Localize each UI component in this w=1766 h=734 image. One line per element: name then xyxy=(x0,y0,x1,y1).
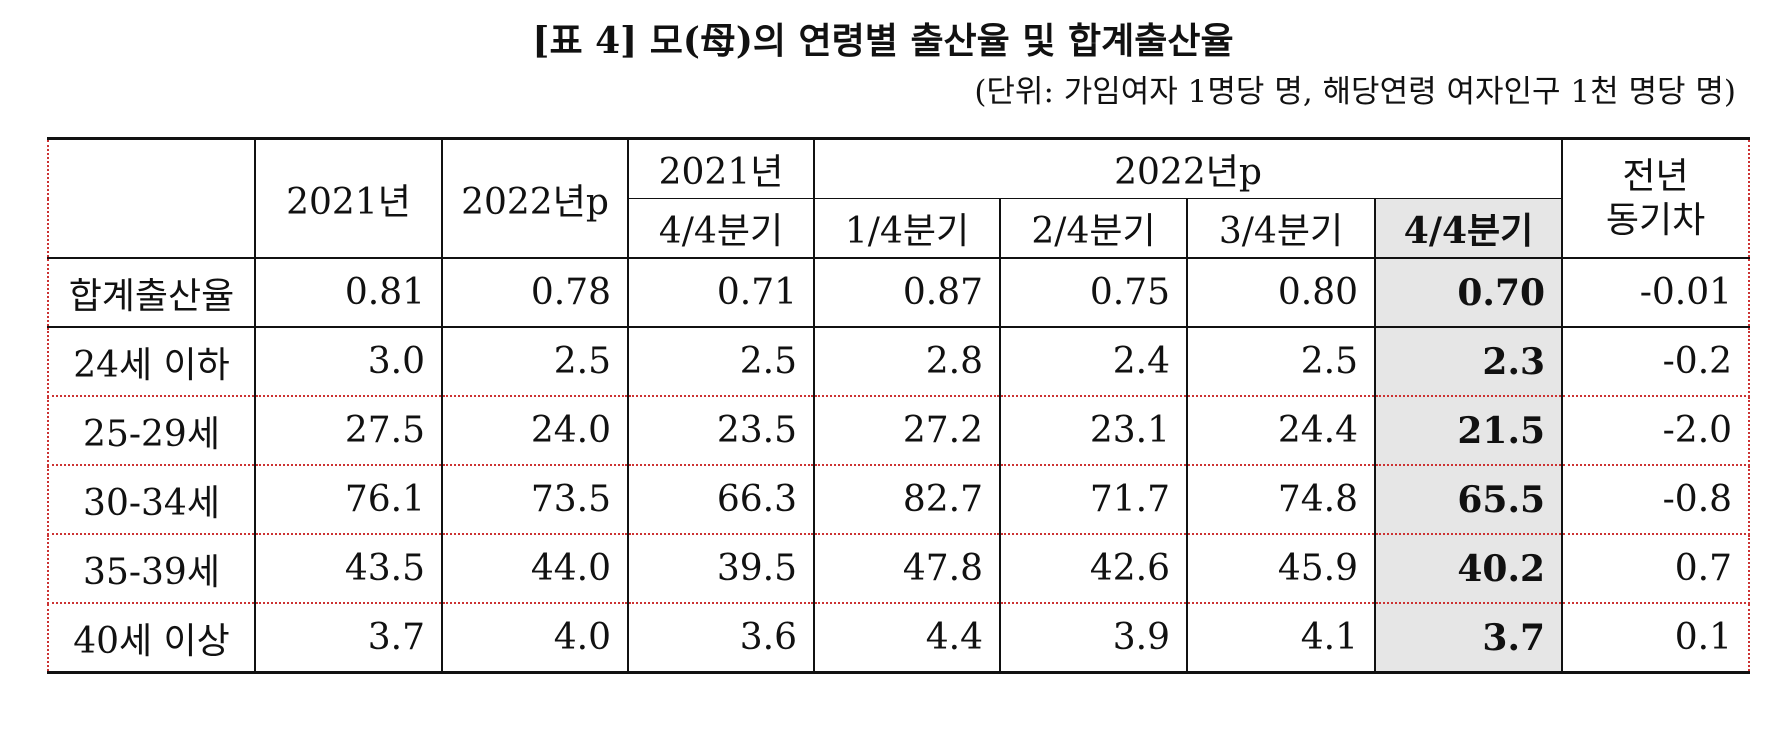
value-cell: 0.70 xyxy=(1373,258,1564,328)
value-cell: 42.6 xyxy=(999,534,1188,604)
header-row: 4/4분기 1/4분기 2/4분기 3/4분기 4/4분기 xyxy=(48,198,1749,259)
value-cell: 0.80 xyxy=(1186,258,1376,328)
value-cell: -0.8 xyxy=(1561,465,1751,535)
header-cell: 2021년 xyxy=(254,137,443,259)
value-cell: 3.7 xyxy=(254,603,443,674)
header-cell: 3/4분기 xyxy=(1186,198,1376,259)
header-text: 전년 xyxy=(1622,155,1689,197)
value-cell: 44.0 xyxy=(441,534,629,604)
value-cell: 2.5 xyxy=(627,327,815,397)
value-cell: 2.5 xyxy=(441,327,629,397)
value-cell: 0.87 xyxy=(813,258,1001,328)
value-cell: 24.4 xyxy=(1186,396,1376,466)
header-cell: 2022년p xyxy=(812,137,1564,199)
value-cell: 4.4 xyxy=(813,603,1001,674)
row-label: 합계출산율 xyxy=(47,258,256,328)
value-cell: 45.9 xyxy=(1186,534,1376,604)
value-cell: 4.0 xyxy=(441,603,629,674)
data-row: 24세 이하 3.0 2.5 2.5 2.8 2.4 2.5 2.3 -0.2 xyxy=(47,327,1751,397)
row-label: 25-29세 xyxy=(47,396,256,466)
title: [표 4] 모(母)의 연령별 출산율 및 합계출산율 xyxy=(532,20,1234,62)
value-cell: 3.7 xyxy=(1373,603,1564,674)
value-cell: 0.7 xyxy=(1561,534,1751,604)
table: 2021년 2022년p 2021년 2022년p 전년 동기차 4/4분기 1/… xyxy=(47,137,1751,674)
data-row: 35-39세 43.5 44.0 39.5 47.8 42.6 45.9 40.2 0.7 xyxy=(47,534,1751,604)
value-cell: 39.5 xyxy=(627,534,815,604)
data-row: 25-29세 27.5 24.0 23.5 27.2 23.1 24.4 21.5 -2.0 xyxy=(47,396,1751,466)
value-cell: 0.75 xyxy=(999,258,1188,328)
value-cell: 65.5 xyxy=(1373,465,1564,535)
value-cell: 2.8 xyxy=(813,327,1001,397)
value-cell: 0.81 xyxy=(254,258,443,328)
value-cell: 3.6 xyxy=(627,603,815,674)
corner-cell xyxy=(47,137,256,259)
value-cell: 0.78 xyxy=(441,258,629,328)
value-cell: 3.0 xyxy=(254,327,443,397)
value-cell: 2.5 xyxy=(1186,327,1376,397)
value-cell: 71.7 xyxy=(999,465,1188,535)
row-label: 30-34세 xyxy=(47,465,256,535)
value-cell: -0.2 xyxy=(1561,327,1751,397)
header-row: 2021년 2022년p 2021년 2022년p 전년 동기차 xyxy=(47,137,1751,259)
row-label: 35-39세 xyxy=(47,534,256,604)
data-row: 40세 이상 3.7 4.0 3.6 4.4 3.9 4.1 3.7 0.1 xyxy=(47,603,1751,674)
value-cell: 76.1 xyxy=(254,465,443,535)
value-cell: 23.5 xyxy=(627,396,815,466)
data-row: 30-34세 76.1 73.5 66.3 82.7 71.7 74.8 65.5 -0.8 xyxy=(47,465,1751,535)
value-cell: 73.5 xyxy=(441,465,629,535)
header-cell: 4/4분기 xyxy=(627,198,815,259)
header-cell: 4/4분기 xyxy=(1373,198,1564,259)
value-cell: 23.1 xyxy=(999,396,1188,466)
value-cell: 43.5 xyxy=(254,534,443,604)
value-cell: 66.3 xyxy=(627,465,815,535)
value-cell: 74.8 xyxy=(1186,465,1376,535)
value-cell: 0.1 xyxy=(1561,603,1751,674)
value-cell: 27.5 xyxy=(254,396,443,466)
value-cell: 21.5 xyxy=(1373,396,1564,466)
header-cell: 전년 동기차 xyxy=(1561,137,1751,259)
header-cell: 2022년p xyxy=(441,137,629,259)
header-cell: 2021년 xyxy=(627,137,815,199)
value-cell: 82.7 xyxy=(813,465,1001,535)
unit-note: (단위: 가임여자 1명당 명, 해당연령 여자인구 1천 명당 명) xyxy=(974,74,1736,110)
value-cell: 4.1 xyxy=(1186,603,1376,674)
value-cell: -2.0 xyxy=(1561,396,1751,466)
value-cell: 2.4 xyxy=(999,327,1188,397)
value-cell: -0.01 xyxy=(1561,258,1751,328)
value-cell: 3.9 xyxy=(999,603,1188,674)
value-cell: 2.3 xyxy=(1373,327,1564,397)
value-cell: 27.2 xyxy=(813,396,1001,466)
header-cell: 2/4분기 xyxy=(999,198,1188,259)
table-body: 2021년 2022년p 2021년 2022년p 전년 동기차 4/4분기 1/… xyxy=(47,137,1751,674)
row-label: 24세 이하 xyxy=(47,327,256,397)
value-cell: 0.71 xyxy=(627,258,815,328)
value-cell: 24.0 xyxy=(441,396,629,466)
row-label: 40세 이상 xyxy=(47,603,256,674)
data-row: 합계출산율 0.81 0.78 0.71 0.87 0.75 0.80 0.70 -0.01 xyxy=(47,258,1751,328)
value-cell: 47.8 xyxy=(813,534,1001,604)
header-cell: 1/4분기 xyxy=(813,198,1001,259)
header-text: 동기차 xyxy=(1605,199,1706,241)
value-cell: 40.2 xyxy=(1373,534,1564,604)
